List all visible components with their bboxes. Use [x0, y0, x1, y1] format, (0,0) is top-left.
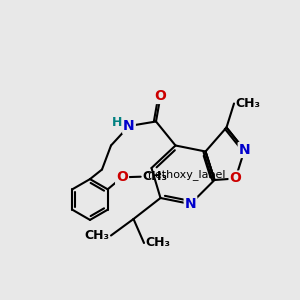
Text: N: N — [185, 197, 196, 211]
Text: CH₃: CH₃ — [85, 229, 110, 242]
Text: methoxy_label: methoxy_label — [144, 169, 226, 180]
Text: H: H — [112, 116, 122, 129]
Text: O: O — [116, 170, 128, 184]
Text: CH₃: CH₃ — [142, 170, 167, 183]
Text: O: O — [154, 89, 166, 103]
Text: O: O — [230, 172, 242, 185]
Text: CH₃: CH₃ — [146, 236, 170, 250]
Text: CH₃: CH₃ — [236, 97, 260, 110]
Text: N: N — [123, 119, 135, 133]
Text: N: N — [239, 143, 250, 157]
